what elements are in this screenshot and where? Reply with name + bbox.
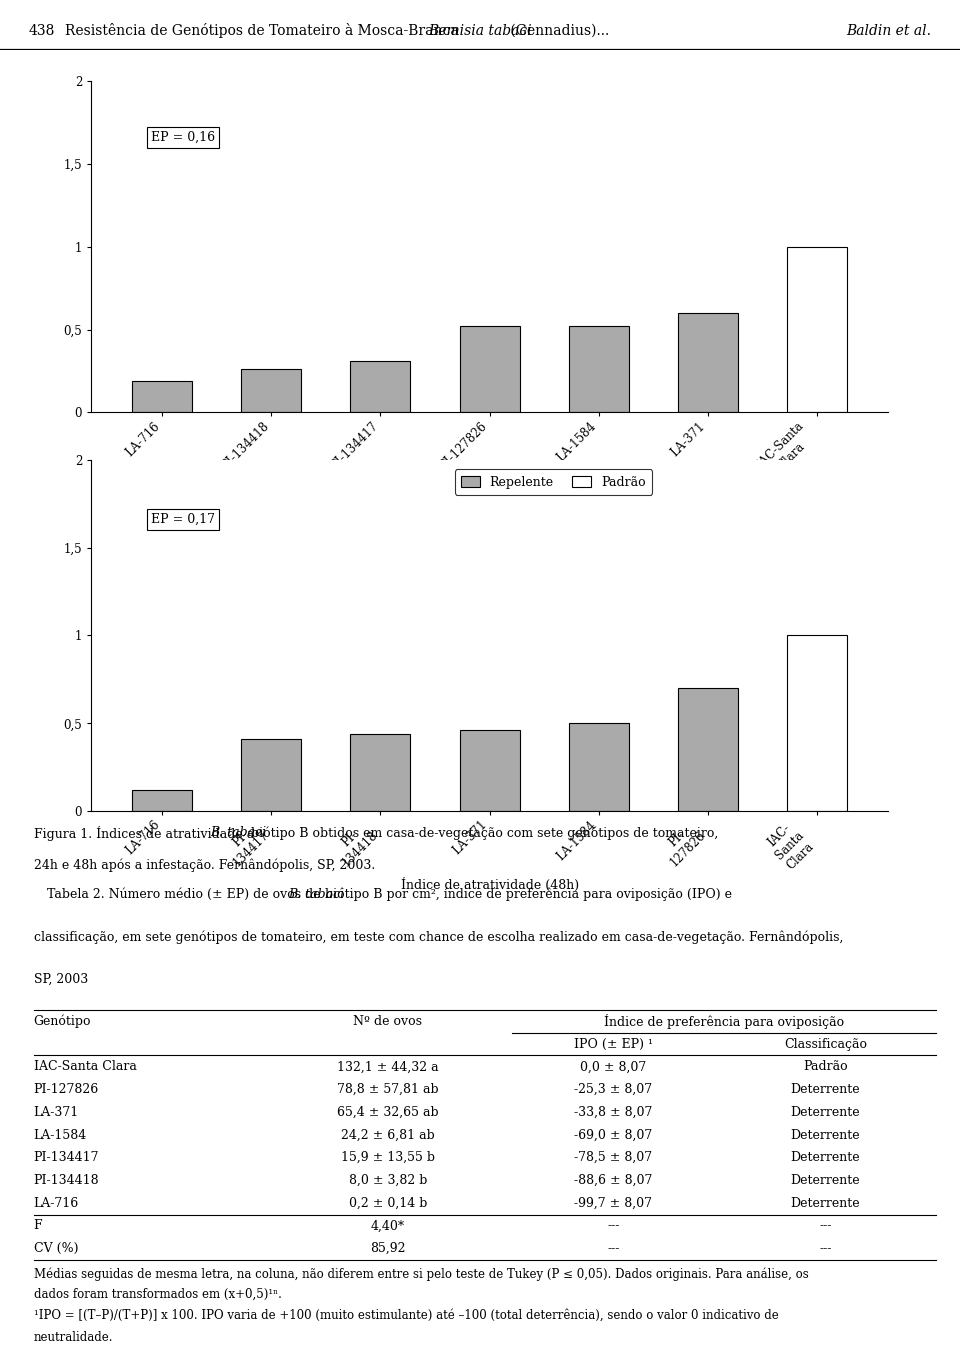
Text: classificação, em sete genótipos de tomateiro, em teste com chance de escolha re: classificação, em sete genótipos de toma… [34,930,843,944]
Text: IPO (± EP) ¹: IPO (± EP) ¹ [574,1037,653,1051]
Text: PI-134417: PI-134417 [34,1152,99,1164]
Text: Padrão: Padrão [804,1060,848,1073]
Bar [460,326,519,412]
Text: Deterrente: Deterrente [791,1174,860,1187]
Bar [568,326,629,412]
Text: LA-716: LA-716 [34,1197,79,1210]
Text: 132,1 ± 44,32 a: 132,1 ± 44,32 a [337,1060,439,1073]
Text: LA-1584: LA-1584 [34,1129,86,1141]
Text: biótipo B obtidos em casa-de-vegetação com sete genótipos de tomateiro,: biótipo B obtidos em casa-de-vegetação c… [247,826,718,840]
Text: Resistência de Genótipos de Tomateiro à Mosca-Branca: Resistência de Genótipos de Tomateiro à … [65,23,464,38]
Text: Deterrente: Deterrente [791,1083,860,1096]
Text: ---: --- [608,1242,619,1255]
Text: -69,0 ± 8,07: -69,0 ± 8,07 [574,1129,653,1141]
Text: Deterrente: Deterrente [791,1106,860,1118]
Text: Deterrente: Deterrente [791,1197,860,1210]
Text: (Gennadius)...: (Gennadius)... [506,23,610,38]
X-axis label: Índice de atratividade (24h): Índice de atratividade (24h) [400,488,579,502]
Text: 78,8 ± 57,81 ab: 78,8 ± 57,81 ab [337,1083,439,1096]
Bar [678,314,738,412]
Text: 24h e 48h após a infestação. Fernândópolis, SP, 2003.: 24h e 48h após a infestação. Fernândópol… [34,859,374,872]
Text: -99,7 ± 8,07: -99,7 ± 8,07 [574,1197,653,1210]
Text: CV (%): CV (%) [34,1242,78,1255]
Text: 15,9 ± 13,55 b: 15,9 ± 13,55 b [341,1152,435,1164]
Text: Índice de preferência para oviposição: Índice de preferência para oviposição [604,1014,844,1029]
Text: biótipo B por cm², índice de preferência para oviposição (IPO) e: biótipo B por cm², índice de preferência… [321,888,732,902]
Text: LA-371: LA-371 [34,1106,79,1118]
Text: PI-134418: PI-134418 [34,1174,99,1187]
Text: EP = 0,17: EP = 0,17 [151,512,215,526]
Text: 438: 438 [29,23,55,38]
Text: 0,2 ± 0,14 b: 0,2 ± 0,14 b [348,1197,427,1210]
Text: B. tabaci: B. tabaci [288,888,345,900]
Text: Figura 1. Índices de atratividade a: Figura 1. Índices de atratividade a [34,826,258,841]
Text: 24,2 ± 6,81 ab: 24,2 ± 6,81 ab [341,1129,435,1141]
Text: ¹IPO = [(T–P)/(T+P)] x 100. IPO varia de +100 (muito estimulante) até –100 (tota: ¹IPO = [(T–P)/(T+P)] x 100. IPO varia de… [34,1309,779,1322]
Text: 0,0 ± 8,07: 0,0 ± 8,07 [580,1060,646,1073]
Text: Tabela 2. Número médio (± EP) de ovos de: Tabela 2. Número médio (± EP) de ovos de [47,888,324,900]
X-axis label: Índice de atratividade (48h): Índice de atratividade (48h) [400,879,579,892]
Text: F: F [34,1220,42,1233]
Bar [132,381,192,412]
Bar [787,246,847,412]
Text: Bemisia tabaci: Bemisia tabaci [428,23,532,38]
Text: -78,5 ± 8,07: -78,5 ± 8,07 [574,1152,653,1164]
Bar [350,734,411,811]
Text: 8,0 ± 3,82 b: 8,0 ± 3,82 b [348,1174,427,1187]
Text: IAC-Santa Clara: IAC-Santa Clara [34,1060,136,1073]
Text: 85,92: 85,92 [370,1242,405,1255]
Text: Médias seguidas de mesma letra, na coluna, não diferem entre si pelo teste de Tu: Médias seguidas de mesma letra, na colun… [34,1267,808,1280]
Bar [132,790,192,811]
Bar [568,723,629,811]
Bar [678,688,738,811]
Text: -25,3 ± 8,07: -25,3 ± 8,07 [574,1083,653,1096]
Text: Nº de ovos: Nº de ovos [353,1015,422,1028]
Text: ---: --- [608,1220,619,1233]
Bar [241,369,301,412]
Text: -33,8 ± 8,07: -33,8 ± 8,07 [574,1106,653,1118]
Text: Classificação: Classificação [784,1037,867,1051]
Text: Deterrente: Deterrente [791,1129,860,1141]
Text: Deterrente: Deterrente [791,1152,860,1164]
Text: 4,40*: 4,40* [371,1220,405,1233]
Bar [350,361,411,412]
Text: ---: --- [819,1220,831,1233]
Text: ---: --- [819,1242,831,1255]
Text: -88,6 ± 8,07: -88,6 ± 8,07 [574,1174,653,1187]
Text: 65,4 ± 32,65 ab: 65,4 ± 32,65 ab [337,1106,439,1118]
Text: EP = 0,16: EP = 0,16 [151,131,215,143]
Bar [241,740,301,811]
Text: neutralidade.: neutralidade. [34,1330,113,1344]
Bar [787,635,847,811]
Text: B. tabaci: B. tabaci [210,826,267,840]
Text: PI-127826: PI-127826 [34,1083,99,1096]
Legend: Repelente, Padrão: Repelente, Padrão [455,469,652,495]
Text: SP, 2003: SP, 2003 [34,973,88,986]
Text: dados foram transformados em (x+0,5)¹ⁿ.: dados foram transformados em (x+0,5)¹ⁿ. [34,1288,281,1301]
Bar [460,730,519,811]
Text: Genótipo: Genótipo [34,1014,91,1028]
Text: Baldin et al.: Baldin et al. [846,23,931,38]
